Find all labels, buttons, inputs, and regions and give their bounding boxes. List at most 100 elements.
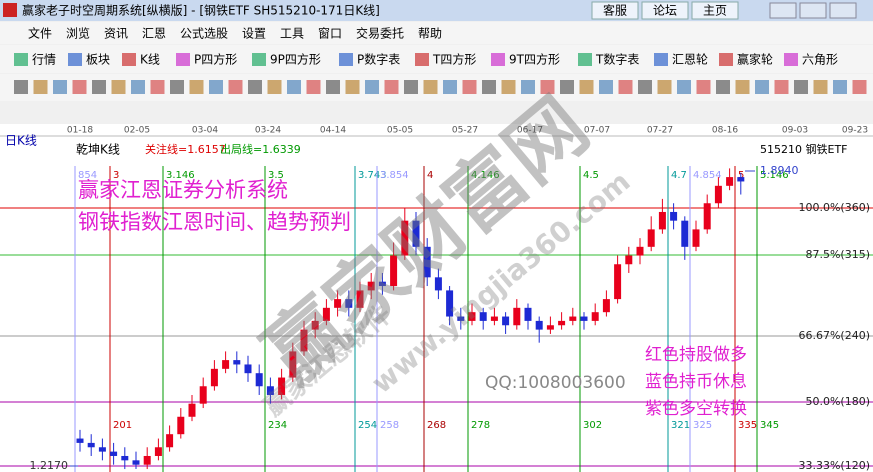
menu-item[interactable]: 公式选股 bbox=[180, 27, 228, 41]
toolbar-icon[interactable] bbox=[794, 80, 808, 94]
toolbar-icon[interactable] bbox=[150, 80, 165, 94]
toolbar-icon[interactable] bbox=[654, 53, 668, 66]
toolbar-icon[interactable] bbox=[696, 80, 711, 94]
cycle-bottom-label: 268 bbox=[427, 420, 446, 431]
toolbar-icon[interactable] bbox=[618, 80, 633, 94]
toolbar-icon[interactable] bbox=[287, 80, 301, 94]
toolbar-icon[interactable] bbox=[345, 80, 360, 94]
watch-line: 关注线=1.6157 bbox=[145, 142, 226, 156]
title-button[interactable] bbox=[591, 1, 639, 20]
toolbar-icon[interactable] bbox=[189, 80, 204, 94]
menu-item[interactable]: 汇恩 bbox=[142, 27, 166, 41]
candle-body bbox=[546, 325, 554, 330]
menu-item[interactable]: 交易委托 bbox=[356, 26, 404, 41]
window-control[interactable] bbox=[769, 2, 797, 19]
toolbar-icon[interactable] bbox=[716, 80, 730, 94]
cycle-bottom-label: 258 bbox=[380, 420, 399, 431]
toolbar-icon[interactable] bbox=[365, 80, 379, 94]
toolbar-icon[interactable] bbox=[852, 80, 867, 94]
toolbar-button[interactable]: 赢家轮 bbox=[737, 52, 773, 67]
toolbar-button[interactable]: T数字表 bbox=[595, 52, 639, 67]
menu-item[interactable]: 窗口 bbox=[318, 27, 342, 41]
toolbar-icon[interactable] bbox=[122, 53, 136, 66]
toolbar-icon[interactable] bbox=[677, 80, 691, 94]
toolbar-icon[interactable] bbox=[92, 80, 106, 94]
toolbar-icon[interactable] bbox=[719, 53, 733, 66]
toolbar-icon[interactable] bbox=[404, 80, 418, 94]
toolbar-button[interactable]: 行情 bbox=[32, 53, 56, 67]
toolbar-icon[interactable] bbox=[540, 80, 555, 94]
period-label: 日K线 bbox=[5, 134, 37, 148]
toolbar-icon[interactable] bbox=[423, 80, 438, 94]
toolbar-icon[interactable] bbox=[111, 80, 126, 94]
toolbar-icon[interactable] bbox=[248, 80, 262, 94]
toolbar-icon[interactable] bbox=[176, 53, 190, 66]
toolbar-icon[interactable] bbox=[833, 80, 847, 94]
menu-item[interactable]: 文件 bbox=[28, 26, 52, 41]
toolbar-icon[interactable] bbox=[170, 80, 184, 94]
toolbar-button[interactable]: P数字表 bbox=[357, 52, 400, 67]
toolbar-icon[interactable] bbox=[578, 53, 592, 66]
menu-item[interactable]: 设置 bbox=[242, 27, 266, 41]
toolbar-icon[interactable] bbox=[560, 80, 574, 94]
toolbar-icon[interactable] bbox=[14, 80, 28, 94]
toolbar-icon[interactable] bbox=[501, 80, 516, 94]
toolbar-icon[interactable] bbox=[657, 80, 672, 94]
toolbar-icon[interactable] bbox=[252, 53, 266, 66]
toolbar-icon[interactable] bbox=[784, 53, 798, 66]
candle-body bbox=[434, 277, 442, 291]
toolbar-icon[interactable] bbox=[579, 80, 594, 94]
toolbar-icon[interactable] bbox=[415, 53, 429, 66]
toolbar-button[interactable]: 汇恩轮 bbox=[672, 53, 708, 67]
toolbar-icon[interactable] bbox=[339, 53, 353, 66]
toolbar-icon[interactable] bbox=[482, 80, 496, 94]
level-label: 87.5%(315) bbox=[805, 248, 870, 261]
toolbar-icon[interactable] bbox=[774, 80, 789, 94]
toolbar-icon[interactable] bbox=[72, 80, 87, 94]
toolbar-icon[interactable] bbox=[638, 80, 652, 94]
cycle-top-label: 4.7 bbox=[671, 170, 687, 181]
title-button[interactable] bbox=[691, 1, 739, 20]
candle-body bbox=[614, 264, 622, 300]
toolbar-button[interactable]: 9T四方形 bbox=[509, 52, 560, 67]
toolbar-icon[interactable] bbox=[267, 80, 282, 94]
toolbar-button[interactable]: 9P四方形 bbox=[270, 52, 321, 67]
toolbar-icon[interactable] bbox=[326, 80, 340, 94]
menu-item[interactable]: 工具 bbox=[280, 27, 304, 41]
toolbar-button[interactable]: 六角形 bbox=[802, 53, 838, 67]
toolbar-icon[interactable] bbox=[813, 80, 828, 94]
title-button[interactable] bbox=[641, 1, 689, 20]
toolbar-icon[interactable] bbox=[491, 53, 505, 66]
toolbar-button[interactable]: T四方形 bbox=[432, 52, 476, 67]
indicator-label: 乾坤K线 bbox=[76, 142, 120, 157]
toolbar-icon[interactable] bbox=[599, 80, 613, 94]
menu-item[interactable]: 资讯 bbox=[104, 27, 128, 41]
candle-body bbox=[166, 434, 174, 448]
toolbar-icon[interactable] bbox=[68, 53, 82, 66]
toolbar-icon[interactable] bbox=[14, 53, 28, 66]
toolbar-icon[interactable] bbox=[443, 80, 457, 94]
toolbar-icon[interactable] bbox=[306, 80, 321, 94]
window-control[interactable] bbox=[829, 2, 857, 19]
toolbar-button[interactable]: 板块 bbox=[86, 53, 110, 67]
toolbar-icon[interactable] bbox=[735, 80, 750, 94]
toolbar-button[interactable]: P四方形 bbox=[194, 52, 237, 67]
toolbar-icon[interactable] bbox=[384, 80, 399, 94]
toolbar-icon[interactable] bbox=[228, 80, 243, 94]
toolbar-icon[interactable] bbox=[521, 80, 535, 94]
candle-body bbox=[334, 299, 342, 308]
toolbar-icon[interactable] bbox=[462, 80, 477, 94]
toolbar-icon[interactable] bbox=[33, 80, 48, 94]
toolbar-button[interactable]: K线 bbox=[140, 53, 160, 67]
toolbar-icon[interactable] bbox=[209, 80, 223, 94]
candle-body bbox=[255, 373, 263, 387]
menu-item[interactable]: 浏览 bbox=[66, 26, 90, 41]
menu-item[interactable]: 帮助 bbox=[418, 27, 442, 41]
toolbar-icon[interactable] bbox=[131, 80, 145, 94]
toolbar-icon[interactable] bbox=[755, 80, 769, 94]
window-control[interactable] bbox=[799, 2, 827, 19]
toolbar-icon[interactable] bbox=[53, 80, 67, 94]
date-label: 05-05 bbox=[387, 126, 413, 136]
title-button-label: 主页 bbox=[703, 4, 727, 18]
title-button-label: 论坛 bbox=[653, 4, 677, 18]
